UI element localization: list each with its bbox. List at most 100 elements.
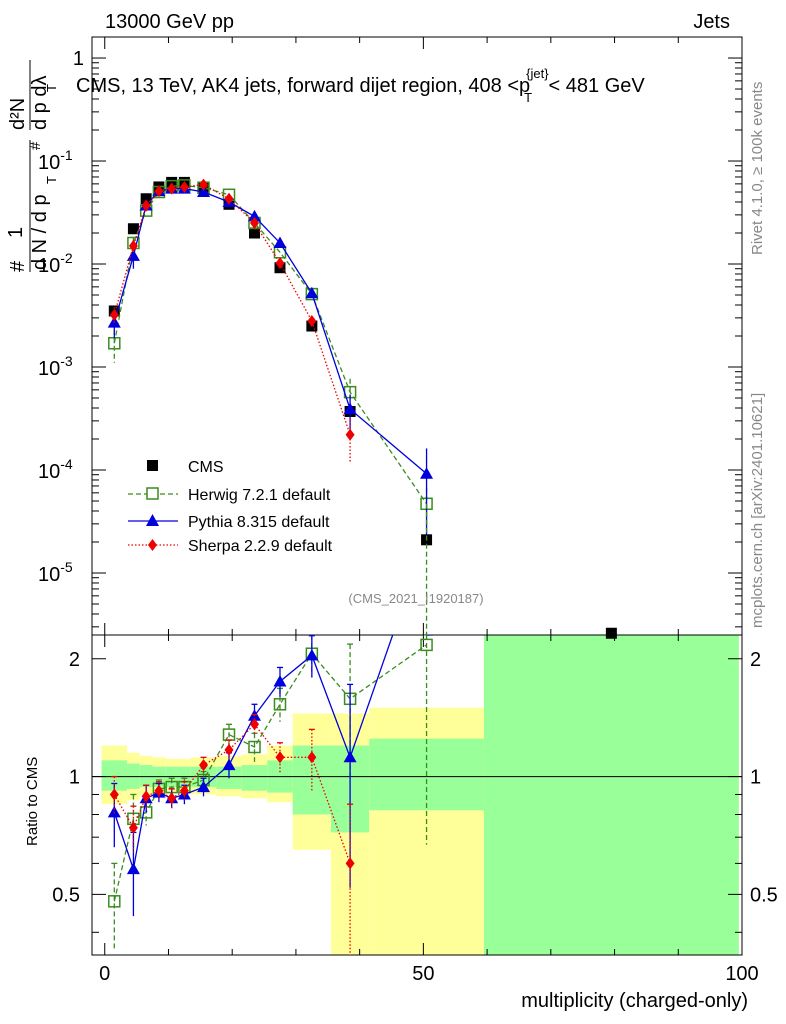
y-tick-label-base: 10 (38, 255, 60, 277)
y-tick-label: 10-2 (38, 250, 73, 277)
y-tick-label-exponent: -2 (60, 250, 73, 266)
y-tick-label-base: 10 (38, 152, 60, 174)
main-point (345, 428, 355, 441)
ratio-point (305, 648, 319, 661)
y-label-t-sub-1: T (44, 176, 59, 184)
main-point (307, 314, 317, 327)
main-series-line (113, 187, 427, 475)
y-tick-label-exponent: -3 (60, 353, 73, 369)
ratio-y-axis-label: Ratio to CMS (24, 757, 41, 846)
ratio-y-tick-label-right: 1 (750, 767, 761, 789)
legend-cms-label: CMS (188, 459, 224, 476)
ratio-point (343, 750, 357, 763)
y-tick-label-base: 10 (38, 461, 60, 483)
header-right: Jets (693, 11, 730, 33)
legend-sherpa-marker (148, 539, 157, 551)
main-point (224, 192, 234, 205)
legend-herwig-marker (146, 487, 159, 500)
ratio-point (141, 790, 151, 803)
ratio-point (199, 759, 209, 772)
plot-title-subscript: T (524, 90, 532, 105)
ratio-point (126, 862, 140, 875)
plot-title-main: CMS, 13 TeV, AK4 jets, forward dijet reg… (76, 75, 530, 97)
y-tick-label-exponent: -4 (60, 456, 73, 472)
plot-title-superscript: {jet} (526, 66, 549, 81)
main-point (141, 199, 151, 212)
x-axis-label: multiplicity (charged-only) (521, 990, 748, 1012)
main-plot-series (107, 176, 617, 639)
main-point (343, 402, 357, 415)
legend-pythia-marker (146, 514, 159, 526)
ratio-point (275, 751, 285, 764)
ratio-point (420, 638, 433, 652)
y-label-hash-1: # (7, 260, 29, 272)
ratio-point (109, 788, 119, 801)
legend-sherpa-label: Sherpa 2.2.9 default (188, 538, 333, 555)
y-label-one: 1 (5, 227, 27, 238)
y-label-t-sub-2: T (44, 84, 59, 92)
main-point (305, 286, 319, 299)
ratio-point (167, 792, 177, 805)
main-point (154, 185, 164, 198)
ratio-point (222, 758, 236, 771)
legend-pythia-label: Pythia 8.315 default (188, 514, 330, 531)
main-y-axis-label: # 1 d N / d p T # d²N d p dλ T (5, 60, 59, 272)
legend-herwig-label: Herwig 7.2.1 default (188, 487, 331, 504)
y-label-hash-2: # (27, 141, 44, 150)
main-series-line (113, 183, 351, 435)
main-point (605, 627, 617, 639)
y-tick-label-exponent: -5 (60, 559, 73, 575)
ratio-y-tick-label-right: 2 (750, 649, 761, 671)
ratio-point (248, 740, 261, 754)
legend: CMS Herwig 7.2.1 default Pythia 8.315 de… (128, 459, 333, 555)
y-tick-label: 10-1 (38, 147, 73, 174)
header-left: 13000 GeV pp (105, 11, 234, 33)
y-tick-label-exponent: -1 (60, 147, 73, 163)
ratio-plot-series (107, 635, 433, 955)
main-point (127, 223, 139, 235)
ratio-point (108, 895, 121, 908)
main-point (140, 193, 152, 205)
main-point (199, 178, 209, 191)
ratio-y-tick-label: 2 (69, 649, 80, 671)
main-point (420, 467, 434, 479)
ratio-point (273, 698, 287, 711)
y-label-dpt-dl: d p dλ (29, 76, 51, 130)
x-tick-label: 100 (725, 963, 758, 985)
main-point (250, 217, 259, 230)
ratio-point (197, 780, 211, 793)
main-point (109, 308, 119, 321)
ratio-y-tick-label-right: 0.5 (750, 884, 778, 906)
plot-title: CMS, 13 TeV, AK4 jets, forward dijet reg… (76, 66, 645, 105)
x-tick-label: 0 (99, 963, 110, 985)
ratio-uncertainty-bands (92, 635, 742, 955)
mcplots-site-label: mcplots.cern.ch [arXiv:2401.10621] (749, 393, 766, 628)
main-point (275, 257, 285, 270)
ratio-point (154, 784, 164, 797)
band-green-bin (483, 635, 739, 955)
ratio-series-group (109, 713, 355, 955)
main-point (128, 239, 138, 252)
ratio-y-tick-label: 0.5 (52, 884, 80, 906)
ratio-series-line (113, 723, 351, 864)
plot-title-tail: < 481 GeV (549, 75, 646, 97)
legend-cms-marker (147, 460, 158, 471)
ratio-point (250, 718, 259, 731)
ratio-point (128, 821, 138, 834)
ratio-y-tick-label: 1 (69, 767, 80, 789)
ratio-point (179, 784, 189, 797)
ratio-point (224, 743, 234, 756)
main-point (197, 185, 211, 198)
analysis-id-label: (CMS_2021_I1920187) (348, 591, 483, 606)
y-label-dn-dpt: d N / d p (29, 194, 51, 270)
main-point (249, 227, 260, 239)
y-tick-label-base: 10 (38, 358, 60, 380)
main-point (126, 249, 140, 261)
ratio-point (273, 674, 287, 687)
x-tick-label: 50 (412, 963, 434, 985)
y-tick-label: 10-5 (38, 559, 73, 586)
band-green-bin (241, 765, 268, 791)
main-point (248, 209, 261, 222)
